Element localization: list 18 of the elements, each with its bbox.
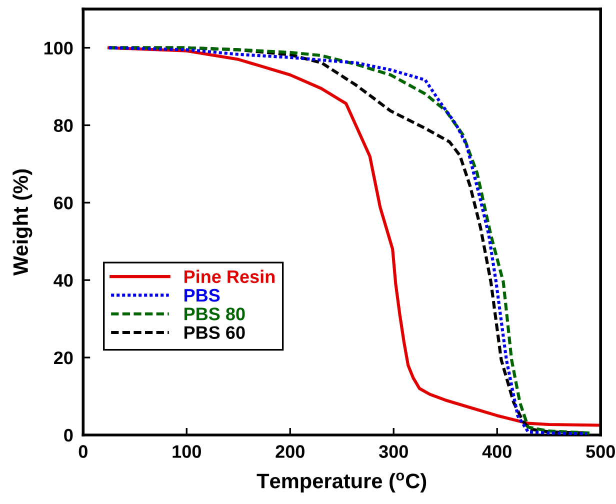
x-tick-label: 400 [482,445,512,458]
x-tick-label: 300 [378,445,408,458]
y-tick-label: 40 [54,274,73,287]
x-tick-label: 200 [276,445,304,458]
legend-label: PBS [184,288,220,302]
y-tick-label: 80 [54,119,73,132]
x-tick-label: 100 [172,445,201,458]
x-axis-title: Temperature ($^{o}$C) [256,472,426,492]
y-tick-label: 100 [44,42,73,55]
legend-label: PBS 80 [184,308,245,320]
y-tick-label: 20 [54,351,73,364]
x-tick-label: 0 [78,445,88,458]
legend-label: Pine Resin [184,270,274,284]
y-tick-label: 60 [54,196,73,210]
y-axis-title: Weight (%) [12,169,32,276]
legend-label: PBS 60 [184,326,245,339]
y-tick-label: 0 [64,428,73,442]
x-tick-label: 500 [586,445,615,458]
